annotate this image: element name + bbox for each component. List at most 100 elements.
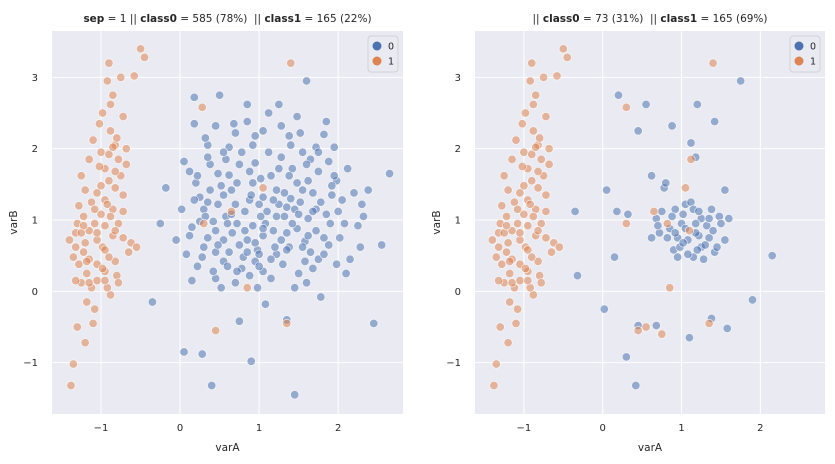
scatter-point xyxy=(515,188,525,198)
scatter-point xyxy=(535,133,545,143)
scatter-point xyxy=(80,338,90,348)
scatter-point xyxy=(300,256,310,266)
scatter-point xyxy=(661,178,671,188)
scatter-point xyxy=(541,112,551,122)
scatter-point xyxy=(102,199,112,209)
scatter-point xyxy=(294,209,304,219)
scatter-point xyxy=(570,206,580,216)
scatter-point xyxy=(177,204,187,214)
scatter-point xyxy=(507,154,517,164)
scatter-point xyxy=(100,245,110,255)
scatter-point xyxy=(189,195,199,205)
scatter-point xyxy=(503,238,513,248)
scatter-point xyxy=(541,206,551,216)
scatter-point xyxy=(692,245,702,255)
scatter-point xyxy=(110,256,120,266)
scatter-point xyxy=(501,247,512,257)
scatter-point xyxy=(276,152,286,162)
scatter-point xyxy=(71,242,81,252)
scatter-point xyxy=(349,188,359,198)
scatter-point xyxy=(96,209,106,219)
scatter-point xyxy=(199,219,209,229)
scatter-point xyxy=(527,176,537,186)
scatter-point xyxy=(290,390,300,400)
scatter-point xyxy=(88,135,98,145)
scatter-point xyxy=(303,214,313,224)
scatter-point xyxy=(286,140,296,150)
scatter-point xyxy=(355,242,365,252)
scatter-point xyxy=(282,245,292,255)
scatter-point xyxy=(187,276,197,286)
scatter-point xyxy=(319,249,329,259)
scatter-point xyxy=(147,297,157,307)
scatter-point xyxy=(295,128,305,138)
scatter-point xyxy=(250,238,260,248)
scatter-point xyxy=(94,119,104,129)
scatter-point xyxy=(254,199,264,209)
scatter-point xyxy=(528,126,538,136)
scatter-point xyxy=(211,326,221,336)
scatter-point xyxy=(316,292,326,302)
scatter-point xyxy=(313,147,323,157)
scatter-point xyxy=(292,178,302,188)
legend: 01 xyxy=(367,35,399,73)
scatter-point xyxy=(487,235,497,245)
scatter-point xyxy=(282,318,292,328)
scatter-point xyxy=(699,254,709,264)
scatter-point xyxy=(185,166,195,177)
scatter-point xyxy=(242,247,252,257)
scatter-point xyxy=(651,321,661,331)
legend-marker-0 xyxy=(372,41,382,51)
scatter-point xyxy=(224,170,234,180)
scatter-point xyxy=(501,211,512,221)
scatter-point xyxy=(181,249,191,259)
scatter-point xyxy=(187,222,197,232)
scatter-point xyxy=(200,133,210,143)
scatter-point xyxy=(531,90,541,100)
scatter-point xyxy=(332,259,342,269)
scatter-point xyxy=(237,147,247,157)
scatter-point xyxy=(704,318,714,328)
scatter-point xyxy=(92,276,102,286)
scatter-point xyxy=(258,183,268,193)
scatter-point xyxy=(520,108,531,118)
scatter-point xyxy=(246,356,256,366)
scatter-point xyxy=(286,194,296,204)
scatter-point xyxy=(494,242,504,252)
scatter-point xyxy=(224,247,234,257)
scatter-point xyxy=(704,214,714,224)
scatter-point xyxy=(256,174,266,184)
scatter-point xyxy=(208,216,218,226)
scatter-point xyxy=(519,181,529,191)
legend-marker-0 xyxy=(794,41,804,51)
scatter-point xyxy=(767,251,777,261)
scatter-point xyxy=(113,154,123,164)
scatter-point xyxy=(544,144,554,154)
scatter-point xyxy=(513,304,523,314)
scatter-point xyxy=(541,190,551,200)
scatter-point xyxy=(139,52,150,62)
scatter-point xyxy=(254,249,264,259)
scatter-point xyxy=(341,268,351,279)
scatter-point xyxy=(494,276,504,286)
scatter-point xyxy=(641,99,651,110)
scatter-point xyxy=(339,219,350,229)
scatter-point xyxy=(678,209,688,219)
scatter-point xyxy=(234,159,244,169)
scatter-point xyxy=(489,380,499,391)
scatter-point xyxy=(242,283,252,293)
scatter-point xyxy=(319,233,329,243)
chart-title-part: = 165 (22%) xyxy=(301,13,371,25)
scatter-point xyxy=(662,219,672,229)
scatter-point xyxy=(271,185,282,195)
scatter-point xyxy=(670,228,680,238)
scatter-point xyxy=(276,121,286,131)
scatter-point xyxy=(641,322,651,332)
scatter-point xyxy=(284,131,294,141)
series-0 xyxy=(147,76,395,400)
scatter-point xyxy=(298,147,308,157)
scatter-point xyxy=(633,326,643,336)
scatter-point xyxy=(311,226,321,236)
